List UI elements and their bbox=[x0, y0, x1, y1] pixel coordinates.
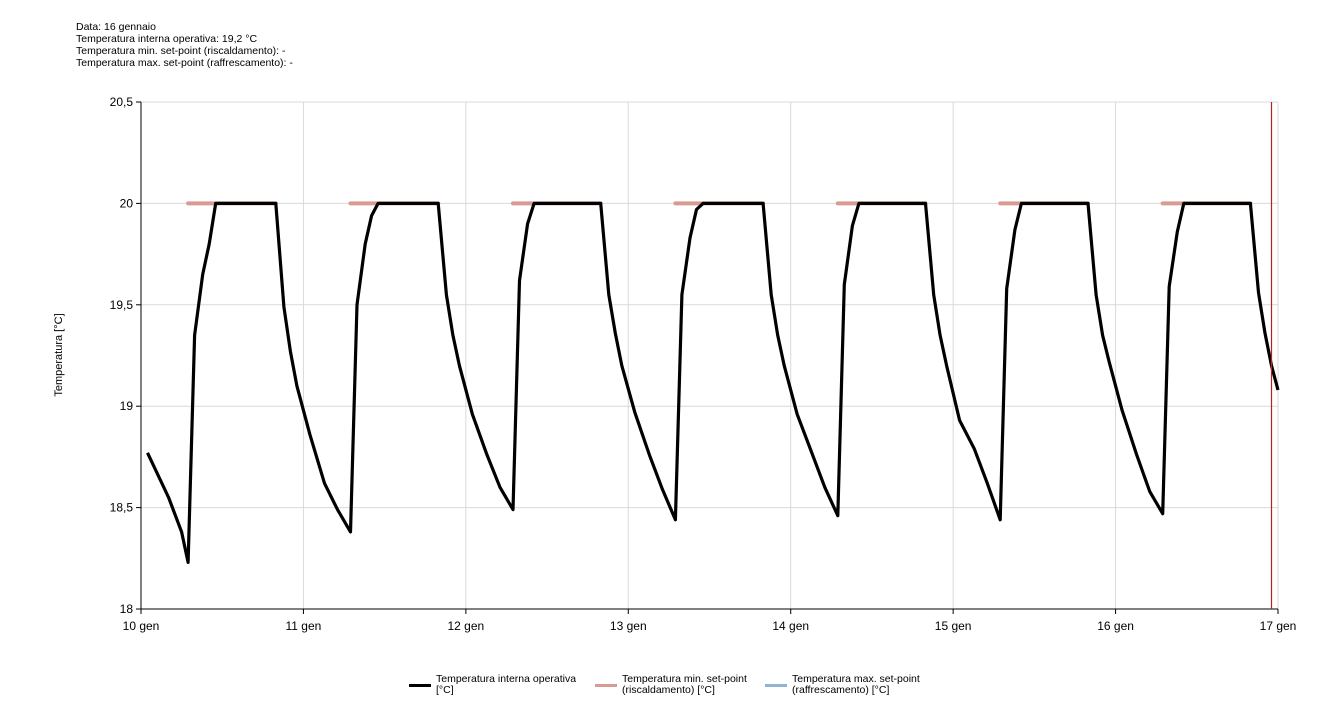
legend-item-operative-temperature: Temperatura interna operativa [°C] bbox=[409, 674, 596, 696]
legend-label-max-setpoint: Temperatura max. set-point (raffrescament… bbox=[792, 673, 920, 696]
x-tick-label: 15 gen bbox=[935, 619, 972, 633]
x-axis-ticks: 10 gen 11 gen 12 gen 13 gen 14 gen 15 gen 16 g… bbox=[123, 609, 1297, 633]
info-panel: Data: 16 gennaio Temperatura interna ope… bbox=[76, 21, 293, 69]
chart-axes bbox=[140, 102, 1278, 610]
x-tick-label: 16 gen bbox=[1097, 619, 1134, 633]
legend-item-max-setpoint: Temperatura max. set-point (raffrescament… bbox=[765, 674, 952, 696]
x-tick-label: 12 gen bbox=[448, 619, 485, 633]
legend-label-min-setpoint: Temperatura min. set-point (riscaldamento… bbox=[622, 673, 747, 696]
max-setpoint-line: Temperatura max. set-point (raffrescamen… bbox=[76, 57, 293, 69]
y-tick-label: 20,5 bbox=[110, 95, 134, 109]
x-tick-label: 11 gen bbox=[286, 619, 322, 633]
x-tick-label: 17 gen bbox=[1260, 619, 1297, 633]
min-setpoint-line: Temperatura min. set-point (riscaldament… bbox=[76, 45, 286, 57]
y-tick-label: 18,5 bbox=[110, 501, 134, 515]
legend-swatch-operative-temperature bbox=[409, 684, 431, 687]
y-tick-label: 18 bbox=[120, 602, 134, 616]
y-axis-ticks: 18 18,5 19 19,5 20 20,5 bbox=[110, 95, 141, 616]
y-tick-label: 19,5 bbox=[110, 298, 134, 312]
y-tick-label: 19 bbox=[120, 399, 134, 413]
chart-legend: Temperatura interna operativa [°C] Temper… bbox=[0, 674, 1339, 704]
legend-swatch-max-setpoint bbox=[765, 684, 787, 687]
legend-swatch-min-setpoint bbox=[595, 684, 617, 687]
chart-series bbox=[146, 201, 1280, 564]
date-line: Data: 16 gennaio bbox=[76, 21, 156, 33]
y-tick-label: 20 bbox=[120, 196, 134, 210]
temperature-line: Temperatura interna operativa: 19,2 °C bbox=[76, 33, 258, 45]
x-tick-label: 10 gen bbox=[123, 619, 160, 633]
operative-temperature-line bbox=[146, 201, 1280, 564]
legend-label-operative-temperature: Temperatura interna operativa [°C] bbox=[436, 673, 577, 696]
legend-item-min-setpoint: Temperatura min. set-point (riscaldamento… bbox=[595, 674, 782, 696]
x-tick-label: 13 gen bbox=[610, 619, 647, 633]
x-tick-label: 14 gen bbox=[772, 619, 809, 633]
y-axis-label: Temperatura [°C] bbox=[53, 313, 65, 396]
